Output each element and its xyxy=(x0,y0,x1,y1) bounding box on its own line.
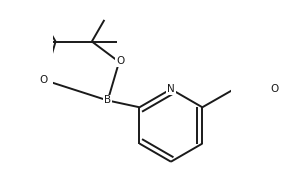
Text: B: B xyxy=(104,95,111,105)
Text: O: O xyxy=(116,56,124,66)
Text: N: N xyxy=(167,84,175,94)
Text: O: O xyxy=(39,75,47,85)
Text: O: O xyxy=(270,84,278,94)
